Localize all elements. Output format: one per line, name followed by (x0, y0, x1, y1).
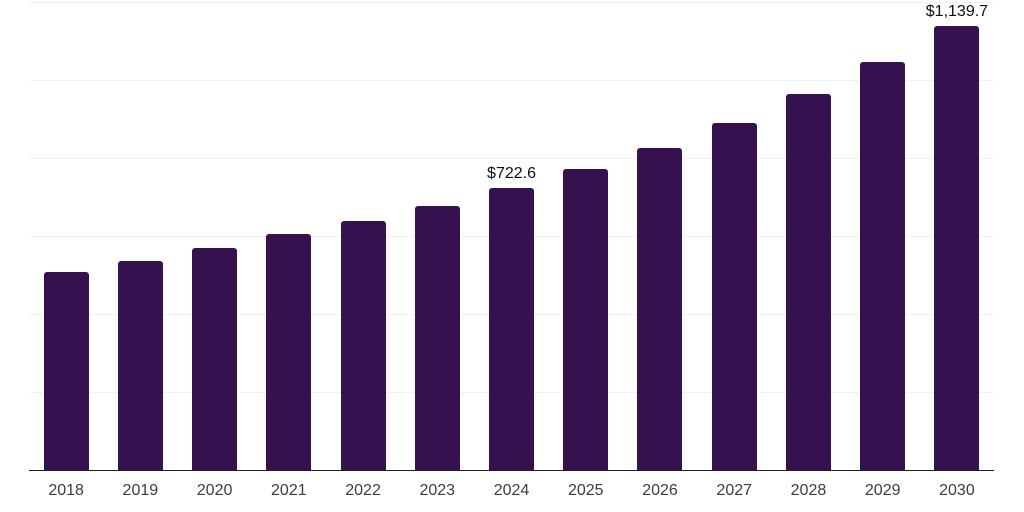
bar-2028 (785, 94, 831, 470)
x-tick-2023: 2023 (419, 482, 456, 499)
bar-column-2029 (846, 2, 920, 470)
bar-2025 (563, 168, 609, 470)
bar-column-2020 (177, 2, 251, 470)
bar-2026 (637, 147, 683, 470)
x-tick-2024: 2024 (493, 482, 530, 499)
gridline-1200 (29, 2, 994, 3)
bar-2022 (340, 221, 386, 470)
x-tick-2020: 2020 (196, 482, 233, 499)
bar-2018 (43, 272, 89, 470)
bar-2030 (934, 25, 980, 470)
x-tick-2027: 2027 (716, 482, 753, 499)
bar-column-2030: $1,139.7 (920, 2, 994, 470)
bar-2019 (117, 260, 163, 470)
bar-column-2027 (697, 2, 771, 470)
x-axis: 2018 2019 2020 2021 2022 2023 2024 2025 2026 2027… (29, 481, 994, 501)
bar-column-2022 (326, 2, 400, 470)
bar-2023 (414, 206, 460, 470)
gridline-800 (29, 158, 994, 160)
bar-column-2023 (400, 2, 474, 470)
x-tick-2022: 2022 (345, 482, 381, 499)
bar-column-2026 (623, 2, 697, 470)
x-tick-2018: 2018 (48, 482, 84, 499)
bar-column-2024: $722.6 (474, 2, 548, 470)
bar-2021 (266, 234, 312, 470)
value-label-2030: $1,139.7 (925, 2, 989, 20)
x-tick-2026: 2026 (642, 482, 678, 499)
bar-2020 (192, 247, 238, 470)
bars-container: $722.6 $1,139.7 (29, 2, 994, 470)
x-tick-2019: 2019 (122, 482, 159, 499)
x-tick-2025: 2025 (567, 482, 604, 499)
plot-area: $722.6 $1,139.7 (29, 2, 994, 471)
value-label-2024: $722.6 (487, 165, 536, 183)
x-tick-2030: 2030 (939, 482, 975, 499)
x-tick-2021: 2021 (271, 482, 307, 499)
bar-2024 (489, 188, 535, 470)
bar-column-2025 (549, 2, 623, 470)
bar-column-2019 (103, 2, 177, 470)
x-tick-2029: 2029 (864, 482, 901, 499)
bar-column-2021 (252, 2, 326, 470)
bar-column-2018 (29, 2, 103, 470)
gridline-1000 (29, 80, 994, 81)
bar-2029 (860, 62, 906, 470)
x-tick-2028: 2028 (790, 482, 827, 499)
bar-column-2028 (771, 2, 845, 470)
bar-2027 (711, 122, 757, 470)
